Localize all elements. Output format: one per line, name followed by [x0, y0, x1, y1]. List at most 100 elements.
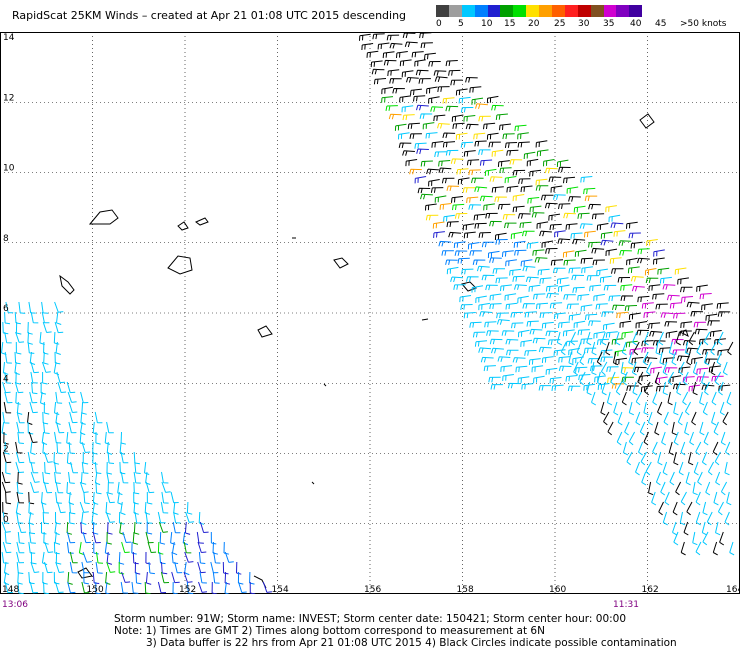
- wind-barb: [660, 312, 674, 318]
- wind-barb: [483, 365, 496, 372]
- wind-barb: [489, 303, 502, 310]
- wind-barb: [704, 381, 710, 396]
- wind-barb: [122, 531, 132, 543]
- wind-barb: [28, 521, 36, 535]
- wind-barb: [528, 284, 541, 292]
- wind-barb: [568, 351, 574, 366]
- wind-barb: [434, 76, 448, 83]
- wind-barb: [430, 106, 444, 112]
- wind-barb: [17, 581, 24, 594]
- latitude-label: 8: [3, 234, 9, 244]
- wind-barb: [431, 141, 444, 148]
- wind-barb: [592, 259, 605, 266]
- wind-barb: [158, 521, 168, 533]
- legend-swatch: [448, 5, 462, 17]
- wind-barb: [536, 221, 549, 229]
- wind-barb: [2, 541, 12, 554]
- wind-barb: [461, 268, 474, 275]
- legend-swatch: [552, 5, 565, 17]
- wind-barb: [404, 41, 418, 48]
- wind-barb: [605, 331, 618, 338]
- wind-barb: [626, 385, 639, 391]
- wind-barb: [69, 501, 76, 515]
- wind-barb: [606, 391, 613, 406]
- latitude-label: 12: [3, 93, 14, 103]
- wind-barb: [702, 531, 709, 546]
- wind-barb: [15, 371, 21, 385]
- wind-barb: [15, 461, 25, 473]
- wind-barb: [450, 79, 463, 86]
- wind-barb: [16, 551, 25, 564]
- wind-barb: [17, 431, 24, 444]
- legend-label: 20: [528, 19, 540, 29]
- legend-swatch: [564, 5, 578, 17]
- wind-barb: [605, 248, 618, 257]
- wind-barb: [17, 531, 25, 544]
- wind-barb: [468, 204, 482, 210]
- wind-barb: [14, 381, 24, 394]
- wind-barb: [3, 561, 10, 576]
- wind-barb: [419, 32, 432, 39]
- wind-barb: [80, 471, 87, 485]
- wind-barb: [106, 551, 113, 565]
- wind-barb: [630, 241, 643, 249]
- wind-barb: [648, 322, 661, 329]
- wind-barb: [409, 133, 422, 139]
- wind-barb: [643, 331, 649, 346]
- wind-barb: [68, 441, 76, 454]
- wind-barb: [211, 581, 218, 594]
- wind-barb: [588, 203, 601, 210]
- wind-barb: [488, 141, 501, 148]
- legend-label: 15: [504, 19, 516, 29]
- wind-barb: [186, 581, 194, 594]
- wind-barb: [92, 531, 101, 544]
- wind-barb: [662, 361, 668, 376]
- wind-barb: [500, 284, 512, 292]
- wind-barb: [654, 421, 660, 436]
- wind-barb: [713, 491, 719, 506]
- storm-info-line: Storm number: 91W; Storm name: INVEST; S…: [114, 613, 627, 625]
- wind-barb: [56, 371, 66, 384]
- wind-barb: [660, 481, 666, 496]
- wind-barb: [70, 461, 78, 474]
- wind-barb: [579, 351, 586, 366]
- wind-barb: [577, 212, 590, 219]
- wind-barb: [460, 141, 474, 148]
- wind-barb: [54, 531, 61, 545]
- wind-barb: [692, 381, 698, 396]
- wind-barb: [603, 322, 615, 331]
- wind-barb: [618, 240, 632, 246]
- wind-barb: [580, 176, 593, 183]
- wind-barb: [472, 331, 486, 338]
- wind-barb: [186, 501, 193, 515]
- wind-barb: [655, 341, 661, 356]
- wind-barb: [544, 167, 558, 174]
- wind-barb: [685, 471, 691, 486]
- wind-barb: [502, 374, 514, 382]
- wind-barb: [80, 521, 87, 535]
- wind-barb: [643, 401, 649, 416]
- wind-barb: [430, 187, 444, 193]
- wind-barb: [30, 371, 38, 384]
- wind-barb: [628, 312, 641, 320]
- wind-barb: [81, 461, 89, 474]
- legend-swatch: [487, 5, 501, 17]
- wind-barb: [659, 276, 672, 284]
- wind-barb: [483, 203, 495, 211]
- wind-barb: [212, 571, 220, 584]
- wind-barb: [172, 521, 181, 534]
- wind-barb: [533, 293, 546, 300]
- wind-barb: [491, 347, 504, 354]
- wind-barb: [17, 521, 27, 533]
- wind-barb: [41, 301, 49, 314]
- wind-barb: [558, 166, 571, 173]
- wind-barb: [16, 421, 24, 434]
- wind-barb: [184, 561, 190, 576]
- wind-barb: [54, 321, 64, 334]
- wind-barb: [577, 329, 590, 336]
- wind-barb: [570, 232, 583, 239]
- wind-barb: [409, 168, 422, 175]
- wind-barb: [669, 471, 675, 486]
- wind-barb: [664, 367, 678, 373]
- wind-barb: [43, 531, 49, 545]
